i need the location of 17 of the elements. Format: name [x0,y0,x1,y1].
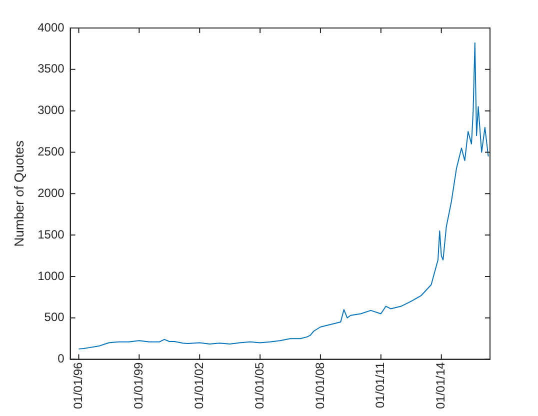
x-tick-label: 01/01/05 [252,362,266,410]
x-tick-label: 01/01/99 [131,362,146,410]
y-tick-label: 1500 [38,227,65,242]
x-tick-label: 01/01/11 [373,362,388,408]
x-tick-label: 01/01/08 [312,362,327,410]
x-tick-label: 01/01/02 [192,362,206,410]
y-tick-label: 1000 [38,268,65,283]
x-tick-label: 01/01/96 [71,362,86,410]
y-tick-label: 2000 [38,186,65,200]
y-tick-label: 4000 [38,20,65,34]
y-tick-label: 500 [44,310,65,324]
y-axis-title: Number of Quotes [11,140,26,247]
y-tick-label: 0 [58,352,65,366]
y-tick-label: 2500 [38,144,65,159]
y-tick-label: 3500 [38,62,65,76]
y-tick-label: 3000 [38,103,65,118]
x-tick-label: 01/01/14 [434,362,448,410]
